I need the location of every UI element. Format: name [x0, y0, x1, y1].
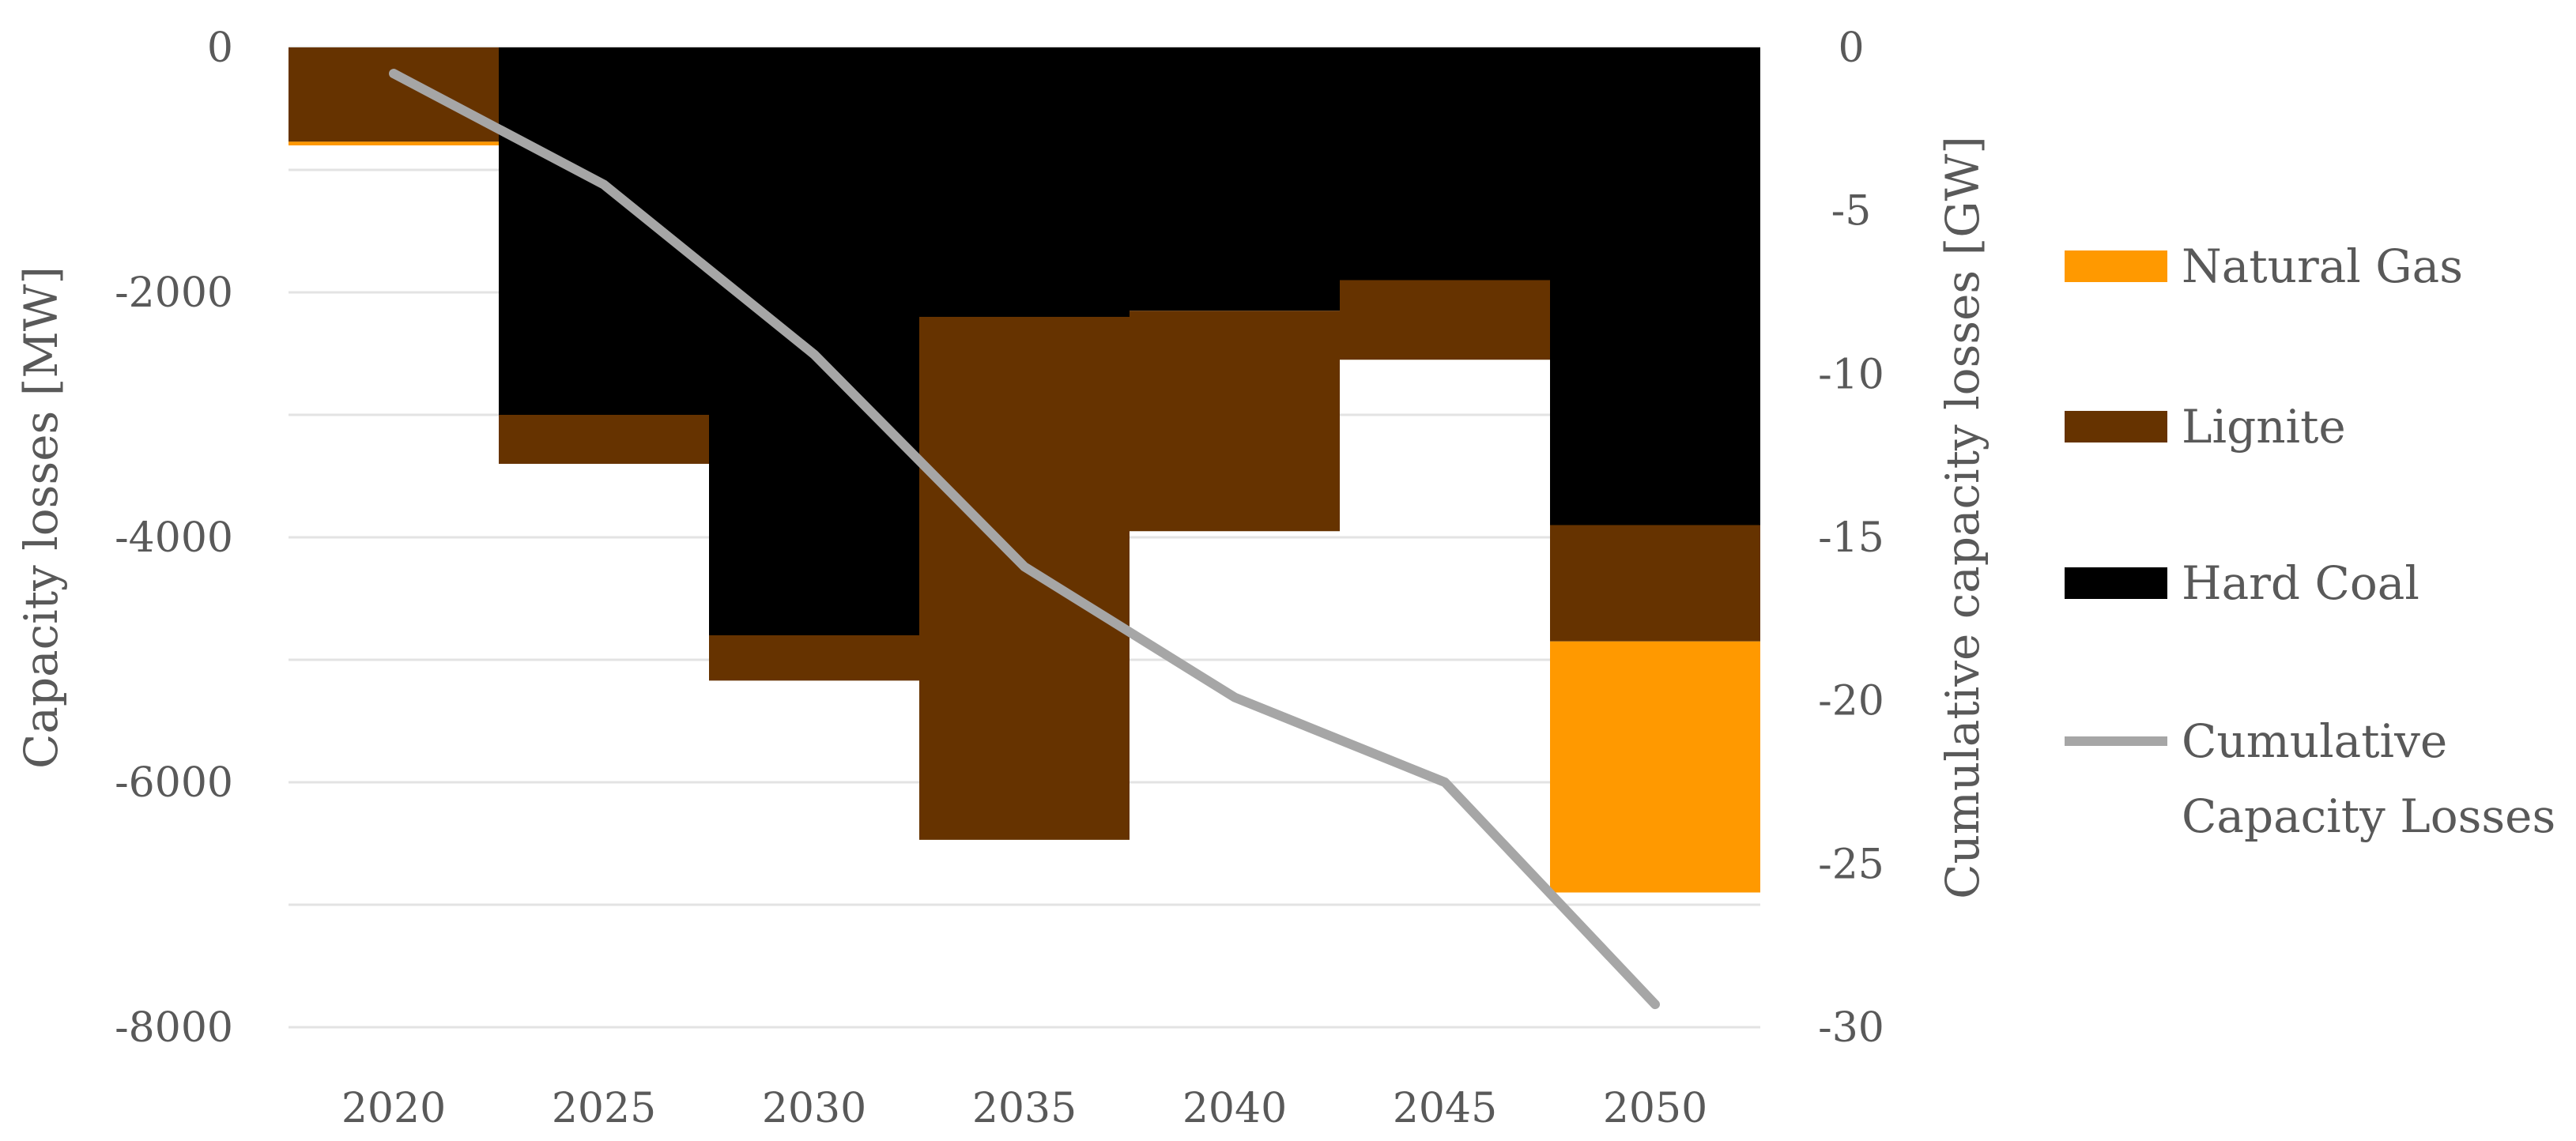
right-tick-label: -10 — [1818, 351, 1884, 398]
legend: Natural Gas Lignite Hard Coal Cumulative Cap… — [2065, 239, 2555, 843]
bar-lignite-2035 — [919, 317, 1130, 840]
left-axis-title: Capacity losses [MW] — [14, 266, 68, 769]
right-tick-label: -30 — [1818, 1004, 1884, 1052]
cumulative-point-2020 — [392, 72, 395, 76]
x-tick-label: 2020 — [341, 1085, 446, 1132]
cumulative-point-2040 — [1233, 695, 1236, 699]
bar-lignite-2030 — [709, 635, 919, 681]
bar-lignite-2040 — [1130, 311, 1340, 532]
cumulative-point-2035 — [1023, 565, 1026, 569]
bar-hard-coal-2045 — [1340, 47, 1550, 281]
x-tick-label: 2040 — [1182, 1085, 1287, 1132]
x-tick-label: 2025 — [552, 1085, 656, 1132]
right-axis-title: Cumulative capacity losses [GW] — [1936, 136, 1990, 899]
bar-natural-gas-2050 — [1550, 641, 1760, 893]
right-tick-label: 0 — [1838, 24, 1864, 72]
right-axis-ticks: 0 -5 -10 -15 -20 -25 -30 — [1818, 24, 1884, 1052]
x-tick-label: 2045 — [1393, 1085, 1497, 1132]
left-axis-ticks: 0 -2000 -4000 -6000 -8000 — [115, 24, 233, 1052]
x-axis-ticks: 2020 2025 2030 2035 2040 2045 2050 — [341, 1085, 1707, 1132]
cumulative-line-layer — [389, 69, 1660, 1010]
x-tick-label: 2050 — [1603, 1085, 1707, 1132]
x-tick-label: 2035 — [972, 1085, 1077, 1132]
bar-lignite-2020 — [289, 47, 499, 142]
left-tick-label: -8000 — [115, 1004, 233, 1052]
bar-hard-coal-2050 — [1550, 47, 1760, 525]
bar-hard-coal-2025 — [499, 47, 709, 415]
bar-hard-coal-2030 — [709, 47, 919, 635]
bars — [289, 47, 1760, 893]
cumulative-point-2045 — [1443, 781, 1446, 784]
legend-label-natural-gas: Natural Gas — [2182, 239, 2463, 293]
legend-swatch-natural-gas — [2065, 250, 2167, 282]
left-tick-label: -6000 — [115, 759, 233, 807]
bar-lignite-2025 — [499, 415, 709, 464]
legend-label-cumulative-line2: Capacity Losses — [2182, 789, 2555, 843]
bar-natural-gas-2020 — [289, 141, 499, 145]
left-tick-label: -2000 — [115, 269, 233, 317]
legend-swatch-lignite — [2065, 411, 2167, 442]
x-tick-label: 2030 — [762, 1085, 866, 1132]
legend-label-cumulative-line1: Cumulative — [2182, 714, 2447, 768]
legend-swatch-hard-coal — [2065, 567, 2167, 599]
cumulative-point-2030 — [813, 352, 816, 356]
cumulative-point-2050 — [1654, 1003, 1657, 1007]
right-tick-label: -20 — [1818, 678, 1884, 725]
left-tick-label: -4000 — [115, 514, 233, 562]
bar-hard-coal-2035 — [919, 47, 1130, 317]
right-tick-label: -15 — [1818, 514, 1884, 562]
bar-lignite-2045 — [1340, 280, 1550, 360]
right-tick-label: -5 — [1831, 188, 1872, 235]
cumulative-point-2025 — [602, 183, 605, 186]
legend-label-lignite: Lignite — [2182, 400, 2346, 454]
left-tick-label: 0 — [207, 24, 233, 72]
bar-lignite-2050 — [1550, 525, 1760, 642]
bar-hard-coal-2040 — [1130, 47, 1340, 311]
legend-label-hard-coal: Hard Coal — [2182, 556, 2419, 610]
right-tick-label: -25 — [1818, 841, 1884, 888]
